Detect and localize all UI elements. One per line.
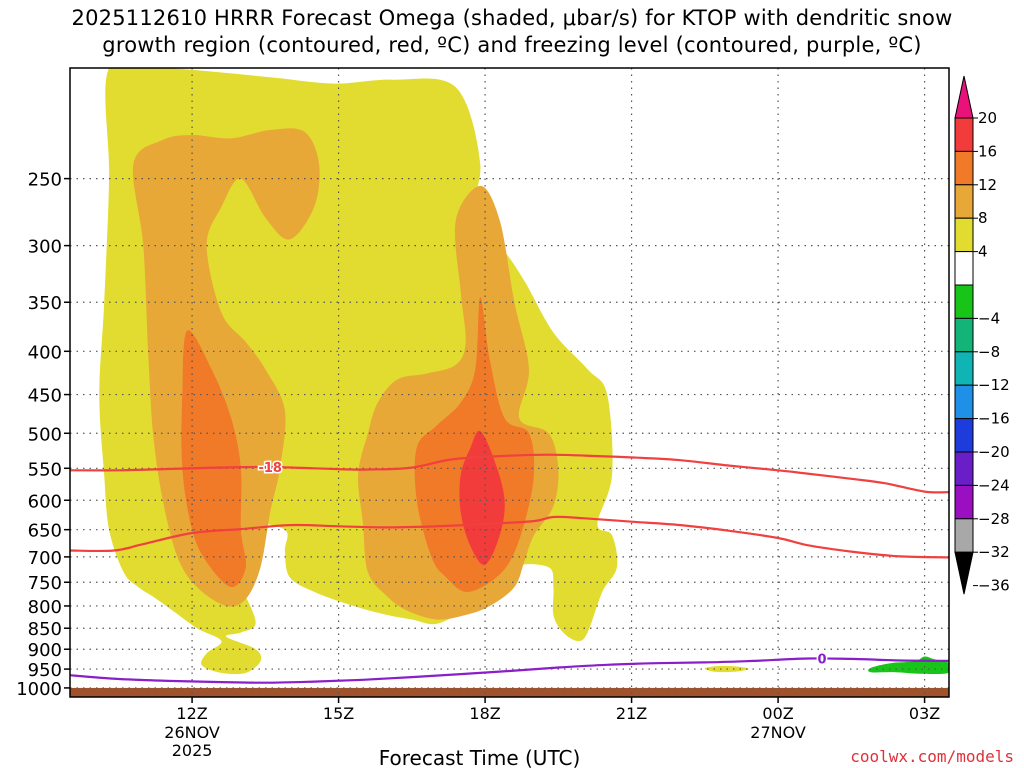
y-tick-label-1000: 1000 — [16, 679, 62, 700]
omega-region-2 — [132, 128, 320, 607]
colorbar-label-5: −4 — [978, 309, 1000, 327]
contour-layer: -18 0 — [70, 453, 949, 684]
y-tick-label-400: 400 — [28, 342, 62, 363]
y-tick-label-950: 950 — [28, 660, 62, 681]
colorbar-label-4: 4 — [978, 243, 988, 261]
y-tick-label-550: 550 — [28, 459, 62, 480]
x-axis-title: Forecast Time (UTC) — [379, 746, 581, 768]
omega-region-4 — [181, 330, 247, 588]
y-tick-label-900: 900 — [28, 640, 62, 661]
freezing-level-contour-label: 0 — [818, 653, 827, 668]
colorbar-label-12: −32 — [978, 543, 1010, 561]
y-axis: 2503003504004505005506006507007508008509… — [16, 170, 70, 700]
colorbar-label-2: 12 — [978, 176, 997, 194]
y-tick-label-600: 600 — [28, 491, 62, 512]
colorbar-box-0 — [954, 117, 974, 152]
x-tick-label-21Z: 21Z — [616, 704, 647, 723]
colorbar-box-5 — [954, 284, 974, 319]
x-tick-year-12Z: 2025 — [172, 741, 213, 760]
y-tick-label-250: 250 — [28, 170, 62, 191]
y-tick-label-650: 650 — [28, 521, 62, 542]
colorbar-bottom-arrow — [954, 551, 974, 595]
y-tick-label-300: 300 — [28, 237, 62, 258]
colorbar-box-4 — [954, 251, 974, 286]
colorbar-box-3 — [954, 217, 974, 253]
x-tick-date-00Z: 27NOV — [750, 723, 806, 742]
freezing-level-contour — [70, 657, 949, 684]
colorbar-label-9: −20 — [978, 443, 1010, 461]
colorbar-label-10: −24 — [978, 476, 1010, 494]
x-tick-label-15Z: 15Z — [323, 704, 354, 723]
colorbar-label-3: 8 — [978, 209, 988, 227]
plot-border — [69, 67, 950, 698]
colorbar-label-11: −28 — [978, 510, 1010, 528]
omega-shading-layer — [99, 68, 949, 675]
y-tick-label-350: 350 — [28, 293, 62, 314]
colorbar-box-11 — [954, 484, 974, 520]
dgz-contour-1 — [70, 515, 949, 559]
dgz-contour-0 — [70, 453, 949, 494]
colorbar-top-arrow — [954, 75, 974, 119]
dgz-contour-0-label: -18 — [258, 461, 282, 476]
chart-title-line-2: growth region (contoured, red, ºC) and f… — [102, 33, 922, 57]
colorbar-box-1 — [954, 150, 974, 186]
y-tick-label-450: 450 — [28, 386, 62, 407]
plot-frame — [69, 67, 950, 698]
colorbar-label-8: −16 — [978, 410, 1010, 428]
y-tick-label-750: 750 — [28, 573, 62, 594]
x-tick-label-18Z: 18Z — [469, 704, 500, 723]
ground-layer — [70, 687, 949, 697]
x-tick-date-12Z: 26NOV — [164, 723, 220, 742]
colorbar-label-13: −36 — [978, 577, 1010, 595]
colorbar-box-12 — [954, 518, 974, 553]
colorbar-label-7: −12 — [978, 376, 1010, 394]
colorbar-box-9 — [954, 418, 974, 453]
colorbar-box-2 — [954, 184, 974, 219]
y-tick-label-700: 700 — [28, 548, 62, 569]
colorbar-box-10 — [954, 451, 974, 486]
ground-fill — [70, 687, 949, 697]
x-tick-label-03Z: 03Z — [909, 704, 940, 723]
chart-title-line-1: 2025112610 HRRR Forecast Omega (shaded, … — [71, 6, 953, 30]
y-tick-label-800: 800 — [28, 597, 62, 618]
colorbar-label-6: −8 — [978, 343, 1000, 361]
omega-region-6 — [459, 430, 505, 565]
colorbar: 20 16 12 8 4 −4 −8 −12 −16 −20 −24 −28 −32 −36 — [954, 75, 1010, 595]
colorbar-box-7 — [954, 351, 974, 386]
grid-layer — [70, 68, 949, 697]
colorbar-box-8 — [954, 384, 974, 420]
y-tick-label-500: 500 — [28, 424, 62, 445]
colorbar-box-6 — [954, 317, 974, 353]
x-tick-label-12Z: 12Z — [176, 704, 207, 723]
y-tick-label-850: 850 — [28, 619, 62, 640]
credit-link[interactable]: coolwx.com/models — [850, 747, 1014, 766]
colorbar-label-1: 16 — [978, 142, 997, 160]
x-tick-label-00Z: 00Z — [762, 704, 793, 723]
colorbar-label-0: 20 — [978, 109, 997, 127]
